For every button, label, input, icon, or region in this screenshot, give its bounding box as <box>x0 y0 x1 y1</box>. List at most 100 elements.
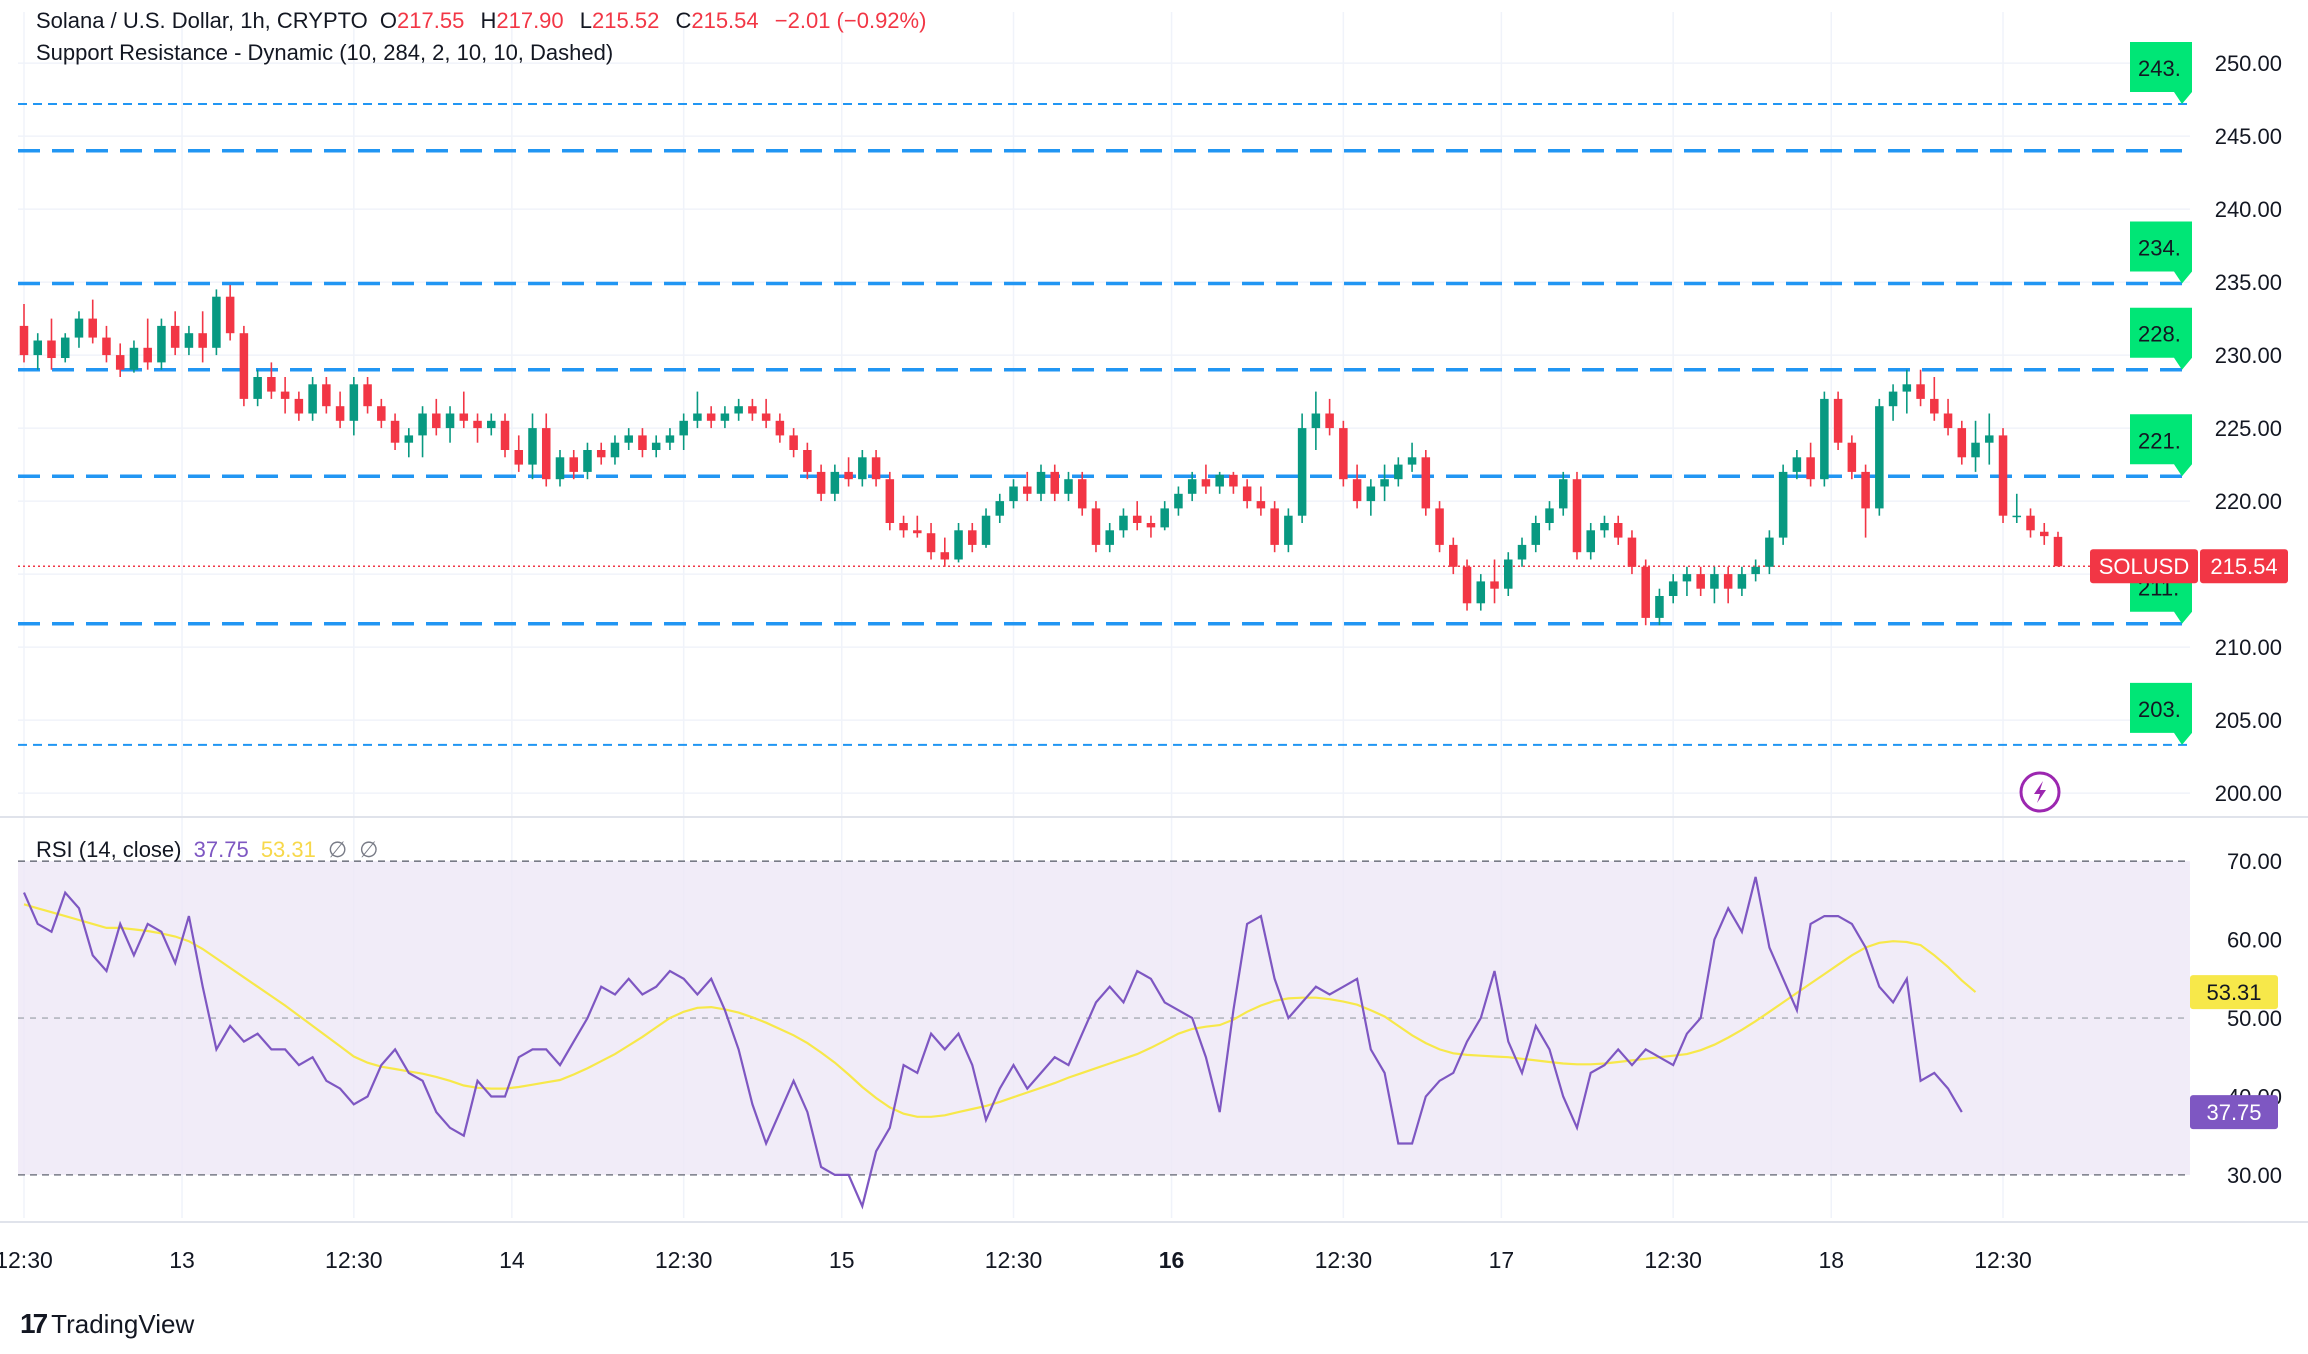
candle-body <box>1036 471 1046 494</box>
candle-body <box>583 450 592 472</box>
candle <box>19 304 29 363</box>
candle-body <box>404 435 414 443</box>
candle-body <box>569 457 578 472</box>
time-tick-label: 13 <box>169 1247 195 1273</box>
candle-body <box>1009 486 1018 502</box>
candle <box>1902 369 1912 414</box>
price-axis[interactable]: 250.00 245.00 240.00 235.00 230.00 225.00 220.… <box>2215 51 2282 806</box>
candle <box>308 377 317 421</box>
support-resistance-lines <box>18 102 2190 746</box>
candle <box>1050 464 1060 502</box>
candle <box>1627 530 1637 575</box>
candle-body <box>706 413 716 421</box>
candle-body <box>1517 544 1527 560</box>
candle-body <box>198 333 207 348</box>
candle <box>693 391 702 429</box>
sr-label-text: 234. <box>2138 236 2181 261</box>
candle <box>1132 501 1142 531</box>
rsi-level-lines <box>18 860 2190 1176</box>
candle-body <box>2012 515 2022 518</box>
candle <box>115 343 125 377</box>
candle-body <box>47 340 56 359</box>
rsi-legend[interactable]: RSI (14, close) 37.75 53.31 ∅ ∅ <box>36 837 384 863</box>
symbol-legend[interactable]: Solana / U.S. Dollar, 1h, CRYPTO O217.55… <box>36 8 936 34</box>
rsi-ma-line <box>23 903 1977 1118</box>
candle <box>541 413 551 487</box>
time-tick-label: 12:30 <box>655 1247 713 1273</box>
candle-body <box>102 337 111 356</box>
candle <box>1655 588 1664 626</box>
sr-label: 203. <box>2130 682 2192 745</box>
time-tick-label: 17 <box>1489 1247 1515 1273</box>
candle-body <box>390 420 400 443</box>
time-tick-label: 12:30 <box>985 1247 1043 1273</box>
candle <box>1449 537 1458 575</box>
price-tick-label: 245.00 <box>2215 124 2282 149</box>
candle-body <box>1449 544 1458 567</box>
candle-body <box>349 384 359 421</box>
candle <box>377 398 386 429</box>
candle-body <box>445 413 455 429</box>
candle <box>102 325 111 363</box>
candle <box>2026 508 2035 538</box>
candle <box>1971 420 1980 472</box>
candle <box>1682 566 1692 596</box>
candle-body <box>1050 471 1060 494</box>
candle <box>74 311 84 348</box>
candle-body <box>734 406 743 414</box>
candle-body <box>1380 479 1389 487</box>
candle-body <box>761 413 771 421</box>
rsi-title[interactable]: RSI (14, close) <box>36 837 182 862</box>
lightning-icon[interactable] <box>2019 771 2061 813</box>
candle-body <box>926 533 936 553</box>
candle <box>514 435 524 472</box>
candle <box>679 413 688 450</box>
indicator-title[interactable]: Support Resistance - Dynamic (10, 284, 2… <box>36 40 614 65</box>
candle <box>1875 398 1884 516</box>
candle-body <box>1696 574 1705 589</box>
indicator-legend[interactable]: Support Resistance - Dynamic (10, 284, 2… <box>36 40 619 66</box>
candle <box>2039 523 2049 545</box>
candle <box>775 413 785 443</box>
candle <box>1792 450 1802 480</box>
candle <box>363 377 372 414</box>
sr-label-text: 228. <box>2138 322 2181 347</box>
candle <box>1284 508 1293 553</box>
last-price-badge: SOLUSD 215.54 <box>2090 549 2288 584</box>
candle <box>968 523 977 553</box>
candle <box>1985 413 1994 465</box>
candle-body <box>1462 566 1472 604</box>
candle <box>871 450 881 487</box>
time-tick-label: 12:30 <box>1974 1247 2032 1273</box>
candle <box>555 450 565 487</box>
candle <box>1352 464 1362 509</box>
candle <box>184 325 194 356</box>
price-tick-label: 230.00 <box>2215 343 2282 368</box>
candle-body <box>1366 486 1376 502</box>
price-tick-label: 205.00 <box>2215 708 2282 733</box>
time-tick-label: 12:30 <box>325 1247 383 1273</box>
time-axis[interactable]: 12:30 13 12:30 14 12:30 15 12:30 16 12:30 17 12:30… <box>0 1247 2032 1273</box>
candle <box>1105 523 1114 553</box>
candle <box>1916 369 1925 407</box>
candle-body <box>1490 581 1499 589</box>
symbol-title[interactable]: Solana / U.S. Dollar, 1h, CRYPTO <box>36 8 368 33</box>
candle <box>170 311 180 356</box>
candle <box>1009 479 1018 509</box>
tradingview-logo[interactable]: 17 TradingView <box>20 1308 194 1340</box>
candle <box>1833 391 1843 450</box>
candle-body <box>1888 391 1898 407</box>
candle <box>1957 420 1967 465</box>
rsi-value-badge-text: 37.75 <box>2206 1100 2261 1125</box>
candle-body <box>1064 479 1073 494</box>
candle-body <box>1311 413 1321 429</box>
candle <box>1723 566 1733 604</box>
candle-body <box>651 442 661 450</box>
candle-body <box>19 325 29 356</box>
candle <box>1022 471 1032 502</box>
candle <box>913 515 922 538</box>
candle-body <box>500 420 510 450</box>
candle <box>981 508 991 548</box>
